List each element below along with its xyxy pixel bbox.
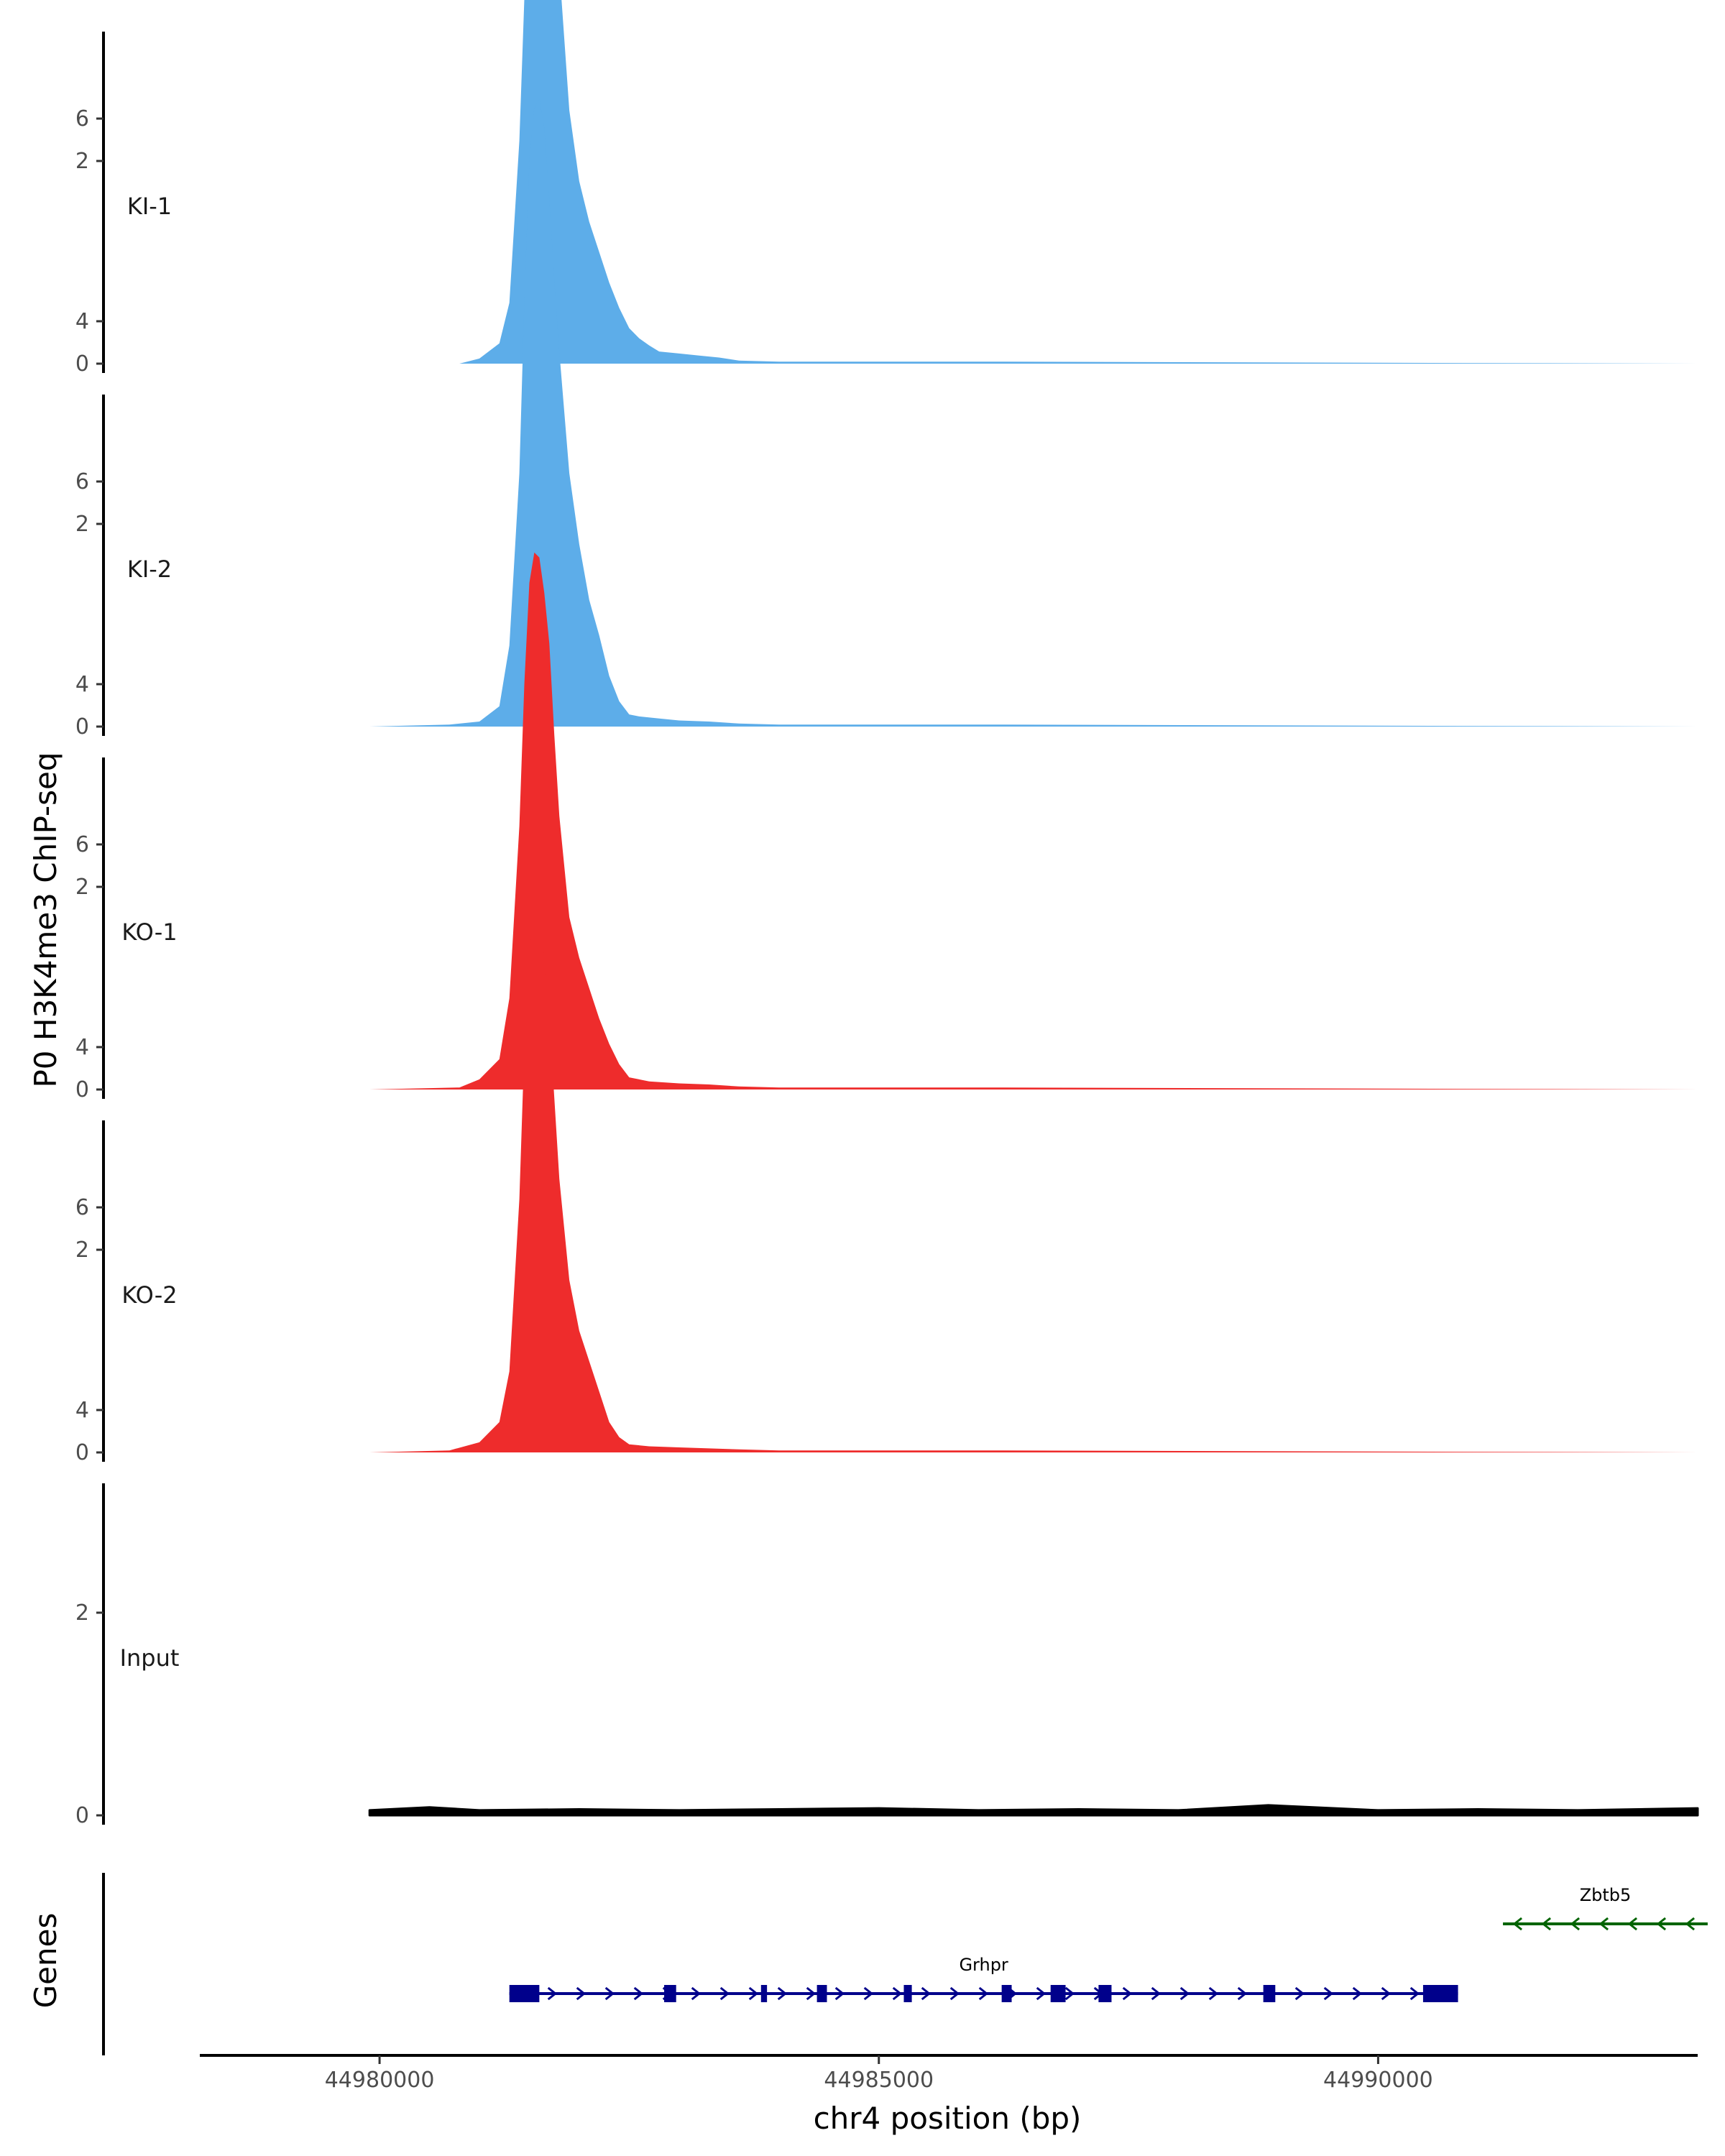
strand-arrow	[1512, 1917, 1523, 1931]
strand-arrow	[921, 1986, 932, 2001]
y-tick-label: 4	[75, 1035, 89, 1060]
track-label: Input	[120, 1644, 180, 1672]
signal-area	[368, 1804, 1699, 1817]
x-tick-label: 44985000	[824, 2068, 934, 2093]
track-ki-2: 0 2 4 6 KI-2	[75, 98, 1698, 740]
strand-arrow	[1237, 1986, 1248, 2001]
strand-arrow	[1036, 1986, 1046, 2001]
exon-block	[1050, 1985, 1066, 2002]
x-tick-label: 44980000	[325, 2068, 435, 2093]
y-tick-label: 4	[75, 672, 89, 697]
genes-layer: 44980000 44985000 44990000 Grhpr Zbtb5	[102, 1873, 1708, 2093]
strand-arrow	[1598, 1917, 1609, 1931]
y-tick-label: 0	[75, 1440, 89, 1465]
strand-arrow	[863, 1986, 874, 2001]
track-ki-1: 0 2 4 6 KI-1	[75, 0, 1698, 377]
x-axis-title: chr4 position (bp)	[814, 2101, 1082, 2136]
strand-arrow	[777, 1986, 788, 2001]
strand-arrow	[1179, 1986, 1190, 2001]
gene-zbtb5: Zbtb5	[1503, 1885, 1708, 1931]
y-tick-label: 2	[75, 1600, 89, 1626]
y-tick-label: 2	[75, 512, 89, 537]
strand-arrow	[1381, 1986, 1392, 2001]
signal-area	[369, 0, 1698, 364]
exon-block	[1098, 1985, 1112, 2002]
y-tick-label: 2	[75, 149, 89, 174]
exon-block	[760, 1985, 768, 2002]
y-tick-label: 6	[75, 469, 89, 494]
y-tick-label: 6	[75, 1195, 89, 1220]
strand-arrow	[1627, 1917, 1638, 1931]
y-tick-label: 4	[75, 1398, 89, 1423]
strand-arrow	[1122, 1986, 1133, 2001]
y-tick-label: 4	[75, 309, 89, 334]
strand-arrow	[1541, 1917, 1552, 1931]
track-label: KO-1	[121, 918, 177, 946]
strand-arrow	[978, 1986, 989, 2001]
genes-axis-title: Genes	[28, 1913, 63, 2009]
track-ko-2: 0 2 4 6 KO-2	[75, 832, 1698, 1465]
strand-arrow	[1064, 1986, 1075, 2001]
track-label: KI-2	[127, 556, 172, 583]
exon-block	[1422, 1985, 1458, 2002]
strand-arrow	[604, 1986, 615, 2001]
track-label: KO-2	[121, 1281, 177, 1309]
strand-arrow	[834, 1986, 845, 2001]
track-input: 0 2 4 6 Input	[75, 1195, 1699, 1828]
strand-arrow	[633, 1986, 644, 2001]
track-ko-1: 0 2 4 6 KO-1	[75, 469, 1698, 1102]
strand-arrow	[1208, 1986, 1219, 2001]
strand-arrow	[1656, 1917, 1667, 1931]
y-tick-label: 0	[75, 351, 89, 377]
gene-name-label: Grhpr	[959, 1955, 1008, 1975]
strand-arrow	[806, 1986, 816, 2001]
y-tick-label: 6	[75, 106, 89, 132]
strand-arrow	[547, 1986, 558, 2001]
exon-block	[816, 1985, 827, 2002]
strand-arrow	[719, 1986, 730, 2001]
strand-arrow	[748, 1986, 759, 2001]
strand-arrow	[576, 1986, 586, 2001]
strand-arrow	[691, 1986, 702, 2001]
strand-arrow	[1294, 1986, 1305, 2001]
strand-arrow	[1685, 1917, 1696, 1931]
strand-arrow	[1352, 1986, 1363, 2001]
strand-arrow	[1151, 1986, 1162, 2001]
strand-arrow	[1323, 1986, 1334, 2001]
exon-block	[1263, 1985, 1276, 2002]
strand-arrow	[949, 1986, 960, 2001]
exon-block	[903, 1985, 912, 2002]
exon-block	[509, 1985, 540, 2002]
y-tick-label: 0	[75, 1803, 89, 1828]
y-tick-label: 6	[75, 832, 89, 857]
strand-arrow	[1570, 1917, 1581, 1931]
gene-grhpr: Grhpr	[509, 1955, 1458, 2002]
x-tick-label: 44990000	[1323, 2068, 1433, 2093]
strand-arrow	[892, 1986, 903, 2001]
y-tick-label: 2	[75, 875, 89, 900]
exon-block	[664, 1985, 676, 2002]
y-tick-label: 0	[75, 714, 89, 740]
y-axis-title: P0 H3K4me3 ChIP-seq	[28, 752, 63, 1087]
exon-block	[1001, 1985, 1012, 2002]
track-label: KI-1	[127, 193, 172, 220]
gene-name-label: Zbtb5	[1580, 1885, 1632, 1905]
strand-arrow	[1409, 1986, 1420, 2001]
y-tick-label: 2	[75, 1238, 89, 1263]
tracks-layer: 0246KI-10246KI-20246KO-10246KO-20246Inpu…	[75, 0, 1699, 1828]
y-tick-label: 0	[75, 1077, 89, 1102]
